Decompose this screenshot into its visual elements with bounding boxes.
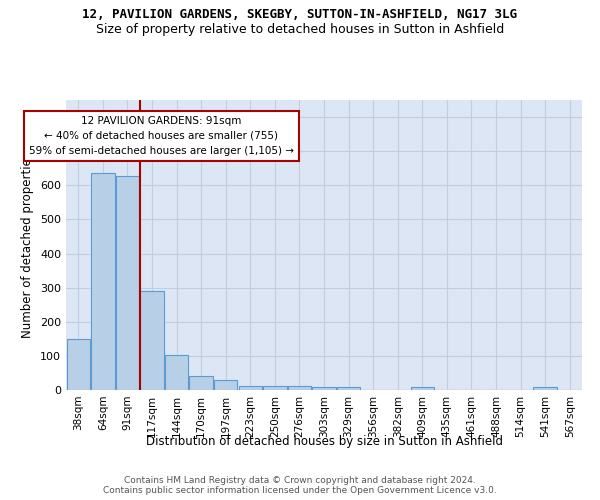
Bar: [313, 386, 335, 390]
Bar: [165, 355, 188, 390]
Bar: [337, 386, 360, 390]
Text: 12 PAVILION GARDENS: 91sqm
← 40% of detached houses are smaller (755)
59% of sem: 12 PAVILION GARDENS: 91sqm ← 40% of deta…: [29, 116, 294, 156]
Text: Distribution of detached houses by size in Sutton in Ashfield: Distribution of detached houses by size …: [146, 435, 503, 448]
Bar: [140, 291, 164, 390]
Text: Contains HM Land Registry data © Crown copyright and database right 2024.
Contai: Contains HM Land Registry data © Crown c…: [103, 476, 497, 495]
Bar: [91, 174, 115, 390]
Bar: [533, 388, 557, 390]
Text: 12, PAVILION GARDENS, SKEGBY, SUTTON-IN-ASHFIELD, NG17 3LG: 12, PAVILION GARDENS, SKEGBY, SUTTON-IN-…: [83, 8, 517, 20]
Text: Size of property relative to detached houses in Sutton in Ashfield: Size of property relative to detached ho…: [96, 22, 504, 36]
Bar: [116, 176, 139, 390]
Bar: [239, 386, 262, 390]
Bar: [67, 339, 90, 390]
Bar: [214, 380, 238, 390]
Bar: [263, 386, 287, 390]
Bar: [410, 388, 434, 390]
Bar: [190, 376, 213, 390]
Bar: [288, 386, 311, 390]
Y-axis label: Number of detached properties: Number of detached properties: [22, 152, 34, 338]
